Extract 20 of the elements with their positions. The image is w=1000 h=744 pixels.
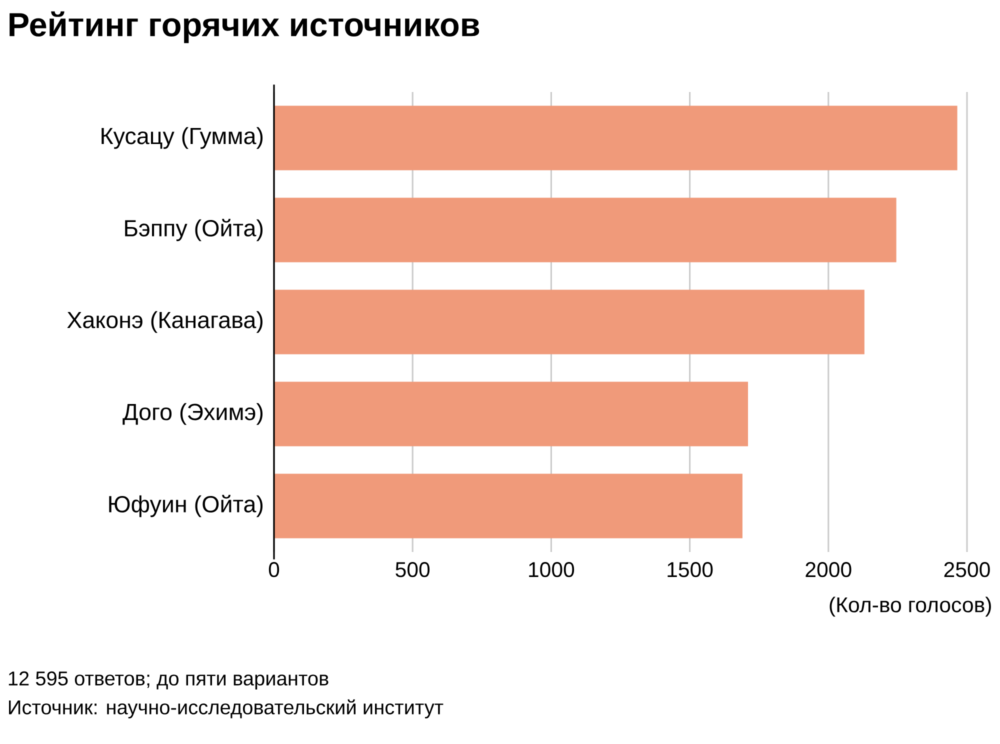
bar bbox=[274, 106, 958, 170]
y-tick-label: Юфуин (Ойта) bbox=[109, 494, 263, 518]
bar bbox=[274, 290, 864, 354]
x-tick-label: 1500 bbox=[668, 562, 713, 578]
y-tick-label: Кусацу (Гумма) bbox=[102, 127, 263, 149]
text: 12 595 ответов; до пяти вариантов bbox=[8, 671, 328, 690]
x-tick-label: 2000 bbox=[806, 562, 852, 578]
bar bbox=[274, 382, 748, 446]
y-tick-label: Бэппу (Ойта) bbox=[125, 218, 263, 242]
bar bbox=[274, 198, 896, 262]
y-tick-label: Дого (Эхимэ) bbox=[122, 403, 263, 425]
chart-title: Рейтинг горячих источников bbox=[10, 11, 480, 44]
text: Источник: научно-исследовательский институт bbox=[9, 699, 444, 718]
x-tick-label: 1000 bbox=[529, 562, 574, 578]
x-axis-title: (Кол-во голосов) bbox=[830, 596, 991, 617]
x-tick-label: 2500 bbox=[944, 562, 990, 578]
x-tick-label: 0 bbox=[268, 562, 280, 578]
bar bbox=[274, 474, 742, 538]
x-tick-label: 500 bbox=[396, 562, 430, 578]
y-tick-label: Хаконэ (Канагава) bbox=[67, 311, 262, 333]
